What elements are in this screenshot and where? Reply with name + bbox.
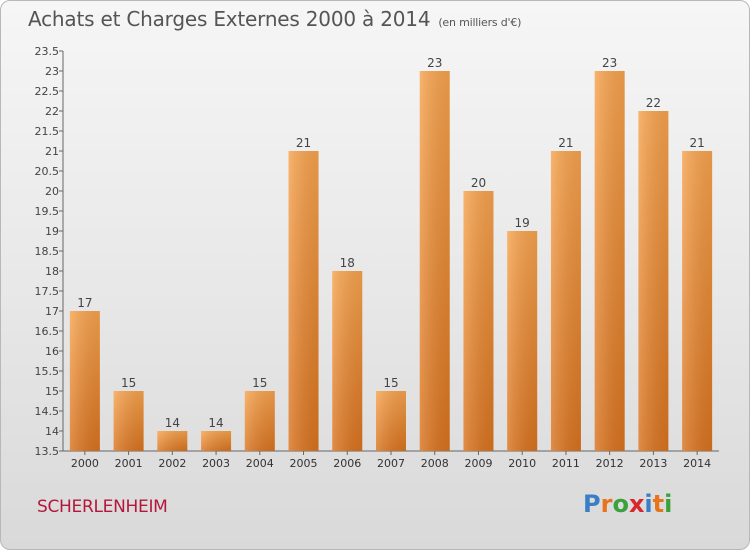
bar-data-label: 23: [427, 56, 442, 70]
x-tick-label: 2001: [115, 457, 143, 470]
chart-title-text: Achats et Charges Externes 2000 à 2014: [28, 7, 431, 31]
bar-shading: [244, 391, 275, 451]
y-tick-label: 22: [45, 105, 59, 118]
y-tick-label: 14.5: [35, 405, 60, 418]
chart-bars: [69, 71, 713, 451]
y-tick-label: 22.5: [35, 85, 60, 98]
bar-shading: [113, 391, 144, 451]
x-tick-label: 2004: [246, 457, 274, 470]
x-tick-label: 2011: [552, 457, 580, 470]
bar-data-label: 22: [646, 96, 661, 110]
y-tick-label: 23.5: [35, 45, 60, 58]
bar-shading: [157, 431, 188, 451]
bar-shading: [507, 231, 538, 451]
bar-data-label: 17: [77, 296, 92, 310]
y-tick-label: 19: [45, 225, 59, 238]
x-tick-label: 2007: [377, 457, 405, 470]
bar-data-label: 15: [121, 376, 136, 390]
x-tick-label: 2002: [158, 457, 186, 470]
x-tick-label: 2012: [596, 457, 624, 470]
x-tick-label: 2009: [464, 457, 492, 470]
x-tick-label: 2010: [508, 457, 536, 470]
bar-data-label: 15: [252, 376, 267, 390]
bar-shading: [550, 151, 581, 451]
bar-data-label: 14: [208, 416, 223, 430]
logo-letter: i: [664, 490, 673, 518]
y-tick-label: 15: [45, 385, 59, 398]
y-tick-label: 16.5: [35, 325, 60, 338]
bar-data-label: 21: [689, 136, 704, 150]
bar-shading: [682, 151, 713, 451]
x-tick-label: 2006: [333, 457, 361, 470]
logo-letter: i: [644, 490, 653, 518]
x-tick-label: 2008: [421, 457, 449, 470]
bar-shading: [201, 431, 232, 451]
y-tick-label: 14: [45, 425, 59, 438]
chart-data-labels: 17 15 14 14 15 21 18 15 23 20 19 21 23 22 21: [77, 56, 705, 430]
chart-y-ticks: 13.5 14 14.5 15 15.5 16 16.5 17 17.5 18 18.5 19 19.5…: [35, 45, 63, 458]
bar-shading: [69, 311, 100, 451]
y-tick-label: 21.5: [35, 125, 60, 138]
logo-letter: P: [583, 490, 601, 518]
chart-title: Achats et Charges Externes 2000 à 2014 (e…: [28, 7, 521, 31]
chart-subtitle: (en milliers d'€): [438, 16, 522, 29]
bar-shading: [463, 191, 494, 451]
bar-shading: [419, 71, 450, 451]
y-tick-label: 16: [45, 345, 59, 358]
x-tick-label: 2000: [71, 457, 99, 470]
bar-data-label: 19: [515, 216, 530, 230]
logo-letter: t: [652, 490, 665, 518]
x-tick-label: 2013: [639, 457, 667, 470]
bar-data-label: 20: [471, 176, 486, 190]
y-tick-label: 21: [45, 145, 59, 158]
y-tick-label: 17: [45, 305, 59, 318]
bar-shading: [594, 71, 625, 451]
y-tick-label: 15.5: [35, 365, 60, 378]
x-tick-label: 2003: [202, 457, 230, 470]
bar-data-label: 21: [296, 136, 311, 150]
bar-data-label: 18: [340, 256, 355, 270]
y-tick-label: 13.5: [35, 445, 60, 458]
y-tick-label: 19.5: [35, 205, 60, 218]
chart-x-ticks: 2000 2001 2002 2003 2004 2005 2006 2007 2008 2009…: [71, 451, 711, 470]
y-tick-label: 20.5: [35, 165, 60, 178]
bar-data-label: 15: [383, 376, 398, 390]
bar-shading: [638, 111, 669, 451]
y-tick-label: 20: [45, 185, 59, 198]
logo-letter: x: [628, 490, 645, 518]
commune-name: SCHERLENHEIM: [37, 497, 168, 517]
bar-data-label: 14: [165, 416, 180, 430]
bar-data-label: 21: [558, 136, 573, 150]
y-tick-label: 18: [45, 265, 59, 278]
x-tick-label: 2005: [290, 457, 318, 470]
proxiti-logo: Proxiti: [583, 490, 672, 518]
x-tick-label: 2014: [683, 457, 711, 470]
bar-data-label: 23: [602, 56, 617, 70]
y-tick-label: 17.5: [35, 285, 60, 298]
bar-shading: [376, 391, 406, 451]
logo-letter: o: [612, 490, 629, 518]
logo-letter: r: [600, 490, 613, 518]
bar-shading: [288, 151, 319, 451]
y-tick-label: 23: [45, 65, 59, 78]
bar-shading: [332, 271, 363, 451]
y-tick-label: 18.5: [35, 245, 60, 258]
